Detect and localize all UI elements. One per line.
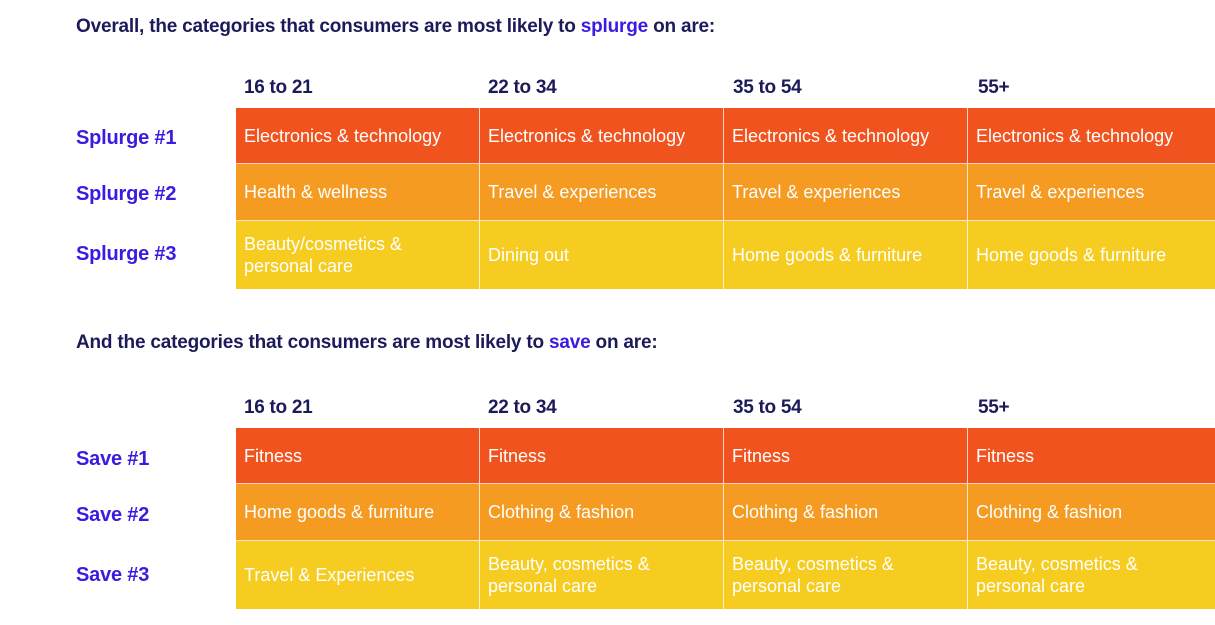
splurge-heading-prefix: Overall, the categories that consumers a… <box>76 16 581 37</box>
splurge-cell: Travel & experiences <box>480 164 724 221</box>
splurge-cell: Dining out <box>480 221 724 289</box>
splurge-cell: Travel & experiences <box>968 164 1215 221</box>
splurge-cell: Travel & experiences <box>724 164 968 221</box>
splurge-column-header-2: 22 to 34 <box>488 77 557 98</box>
splurge-cell: Beauty/cosmetics & personal care <box>236 221 480 289</box>
save-cell: Beauty, cosmetics & personal care <box>480 541 724 609</box>
save-column-header-1: 16 to 21 <box>244 397 313 418</box>
save-cell: Travel & Experiences <box>236 541 480 609</box>
splurge-column-header-1: 16 to 21 <box>244 77 313 98</box>
splurge-cell: Electronics & technology <box>724 108 968 164</box>
save-cell: Fitness <box>236 428 480 484</box>
save-heading-prefix: And the categories that consumers are mo… <box>76 332 549 353</box>
save-column-header-3: 35 to 54 <box>733 397 802 418</box>
save-row-label-2: Save #2 <box>76 504 150 526</box>
save-column-header-4: 55+ <box>978 397 1010 418</box>
save-cell: Clothing & fashion <box>968 484 1215 541</box>
save-row-label-1: Save #1 <box>76 448 150 470</box>
splurge-cell: Electronics & technology <box>480 108 724 164</box>
splurge-table: Electronics & technology Electronics & t… <box>236 108 1215 289</box>
save-cell: Fitness <box>724 428 968 484</box>
splurge-heading: Overall, the categories that consumers a… <box>76 16 715 38</box>
splurge-heading-accent: splurge <box>580 16 648 37</box>
save-cell: Beauty, cosmetics & personal care <box>724 541 968 609</box>
save-cell: Clothing & fashion <box>480 484 724 541</box>
splurge-cell: Health & wellness <box>236 164 480 221</box>
splurge-cell: Home goods & furniture <box>724 221 968 289</box>
splurge-column-header-3: 35 to 54 <box>733 77 802 98</box>
splurge-row-label-2: Splurge #2 <box>76 183 177 205</box>
splurge-cell: Electronics & technology <box>968 108 1215 164</box>
save-column-header-2: 22 to 34 <box>488 397 557 418</box>
save-cell: Fitness <box>480 428 724 484</box>
splurge-cell: Home goods & furniture <box>968 221 1215 289</box>
save-row-label-3: Save #3 <box>76 564 150 586</box>
splurge-heading-suffix: on are: <box>648 16 716 37</box>
splurge-row-label-1: Splurge #1 <box>76 127 177 149</box>
save-heading: And the categories that consumers are mo… <box>76 332 658 354</box>
save-table: Fitness Fitness Fitness Fitness Home goo… <box>236 428 1215 609</box>
save-heading-suffix: on are: <box>590 332 658 353</box>
splurge-cell: Electronics & technology <box>236 108 480 164</box>
save-cell: Clothing & fashion <box>724 484 968 541</box>
save-cell: Home goods & furniture <box>236 484 480 541</box>
save-cell: Fitness <box>968 428 1215 484</box>
splurge-column-header-4: 55+ <box>978 77 1010 98</box>
splurge-row-label-3: Splurge #3 <box>76 243 177 265</box>
save-heading-accent: save <box>548 332 591 353</box>
save-cell: Beauty, cosmetics & personal care <box>968 541 1215 609</box>
